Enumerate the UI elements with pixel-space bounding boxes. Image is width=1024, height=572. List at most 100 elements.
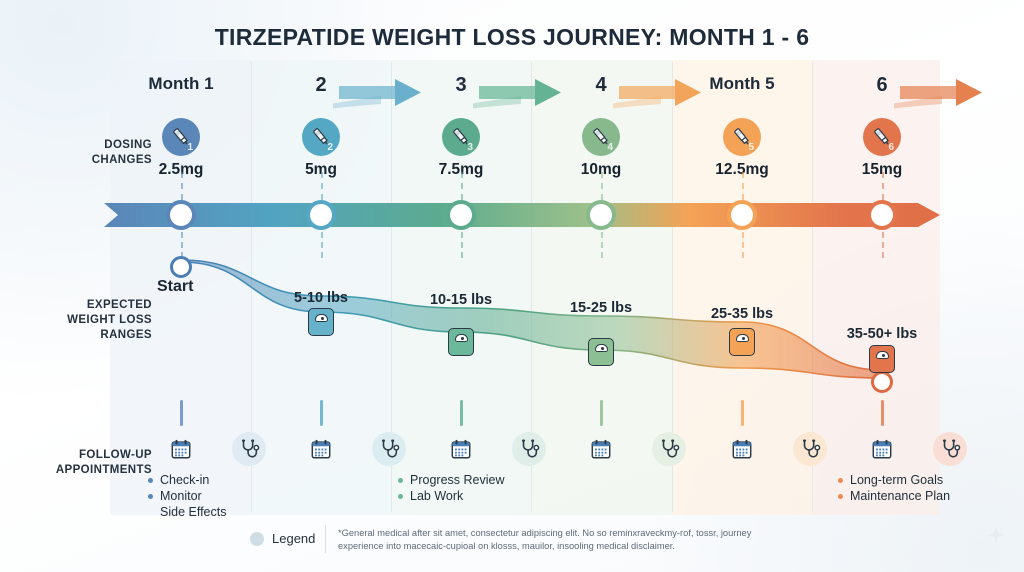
timeline-node-month-4[interactable] — [586, 200, 616, 230]
weight-start-node[interactable] — [170, 256, 192, 278]
legend-label: Legend — [272, 531, 316, 546]
row-label-dosing-line2: CHANGES — [91, 154, 152, 166]
weight-loss-range-1: 5-10 lbs — [294, 290, 348, 306]
weight-end-node[interactable] — [871, 371, 893, 393]
injection-pen-icon: 3 — [442, 118, 480, 156]
timeline-tick-up-4 — [601, 172, 603, 200]
weight-loss-range-3: 15-25 lbs — [569, 300, 633, 316]
month-header-1: Month 1 — [148, 74, 214, 93]
calendar-icon[interactable] — [444, 432, 478, 466]
appointment-group-2: Progress Review Lab Work — [398, 472, 504, 504]
timeline-tick-up-3 — [461, 172, 463, 200]
row-label-dosing: DOSING CHANGES — [12, 138, 152, 168]
connector-stem-2 — [320, 400, 323, 426]
appointment-item[interactable]: Lab Work — [398, 488, 504, 504]
dose-value-month-4: 10mg — [580, 161, 622, 178]
weight-loss-range-5: 35-50+ lbs — [846, 326, 918, 342]
timeline-bar — [104, 203, 940, 227]
progress-arrow-4 — [613, 79, 701, 109]
connector-stem-4 — [600, 400, 603, 426]
dosing-item-month-2[interactable]: 2 5mg — [261, 118, 381, 179]
appointment-item[interactable]: Check-in — [148, 472, 228, 488]
timeline-tick-up-1 — [181, 172, 183, 200]
dose-value-month-3: 7.5mg — [438, 161, 484, 178]
timeline-node-month-5[interactable] — [727, 200, 757, 230]
weight-loss-ribbon-chart — [180, 259, 883, 379]
gridline-2 — [391, 62, 392, 512]
calendar-icon[interactable] — [584, 432, 618, 466]
weight-loss-range-4: 25-35 lbs — [710, 306, 774, 322]
appointment-item-label: Progress Review — [410, 473, 505, 487]
stethoscope-icon[interactable] — [372, 432, 406, 466]
stethoscope-icon[interactable] — [652, 432, 686, 466]
appointment-item-label: Long-term Goals — [850, 473, 944, 487]
row-label-appointments: FOLLOW-UP APPOINTMENTS — [12, 448, 152, 478]
progress-arrow-wrap-3 — [473, 76, 591, 109]
appointment-item[interactable]: Monitor Side Effects — [148, 488, 228, 520]
timeline-tick-down-4 — [601, 232, 603, 258]
stethoscope-icon[interactable] — [232, 432, 266, 466]
timeline-tick-up-6 — [882, 172, 884, 200]
appointment-item[interactable]: Maintenance Plan — [838, 488, 950, 504]
stethoscope-icon[interactable] — [793, 432, 827, 466]
connector-stem-6 — [881, 400, 884, 426]
injection-pen-icon: 2 — [302, 118, 340, 156]
legend-swatch-icon — [250, 531, 264, 546]
timeline-tick-down-5 — [742, 232, 744, 258]
dosing-item-month-6[interactable]: 6 15mg — [822, 118, 942, 179]
appointment-group-1: Check-in Monitor Side Effects — [148, 472, 228, 520]
month-header-6: 6 — [876, 74, 888, 96]
month-header-4: 4 — [595, 74, 607, 96]
timeline-tick-up-5 — [742, 172, 744, 200]
timeline-node-month-6[interactable] — [867, 200, 897, 230]
timeline-tick-down-3 — [461, 232, 463, 258]
scale-dial-icon — [735, 334, 749, 342]
page-title: TIRZEPATIDE WEIGHT LOSS JOURNEY: MONTH 1… — [214, 24, 810, 50]
timeline-node-month-3[interactable] — [446, 200, 476, 230]
weight-scale-icon — [588, 338, 614, 366]
month-header-5: Month 5 — [709, 74, 775, 93]
row-label-weight-loss: EXPECTED WEIGHT LOSS RANGES — [12, 298, 152, 343]
weight-scale-icon — [729, 328, 755, 356]
injection-pen-icon: 6 — [863, 118, 901, 156]
appointment-item[interactable]: Long-term Goals — [838, 472, 950, 488]
row-label-weight-line2: WEIGHT LOSS — [67, 314, 152, 326]
progress-arrow-wrap-2 — [333, 76, 451, 109]
gridline-3 — [531, 62, 532, 512]
scale-dial-icon — [594, 344, 608, 352]
stethoscope-icon[interactable] — [512, 432, 546, 466]
row-label-appt-line2: APPOINTMENTS — [55, 464, 152, 476]
footer-divider — [325, 525, 326, 553]
dosing-item-month-1[interactable]: 1 2.5mg — [121, 118, 241, 179]
injection-pen-icon: 1 — [162, 118, 200, 156]
progress-arrow-wrap-4 — [613, 76, 731, 109]
progress-arrow-3 — [473, 79, 561, 109]
gridline-4 — [672, 62, 673, 512]
dosing-item-month-4[interactable]: 4 10mg — [541, 118, 661, 179]
connector-stem-5 — [741, 400, 744, 426]
calendar-icon[interactable] — [865, 432, 899, 466]
calendar-icon[interactable] — [304, 432, 338, 466]
connector-stem-3 — [460, 400, 463, 426]
calendar-icon[interactable] — [164, 432, 198, 466]
progress-arrow-2 — [333, 79, 421, 109]
calendar-icon[interactable] — [725, 432, 759, 466]
row-label-dosing-line1: DOSING — [104, 139, 152, 151]
timeline-node-month-1[interactable] — [166, 200, 196, 230]
start-label: Start — [157, 278, 194, 295]
scale-dial-icon — [314, 314, 328, 322]
dosing-item-month-5[interactable]: 5 12.5mg — [682, 118, 802, 179]
row-label-weight-line3: RANGES — [100, 329, 152, 341]
progress-arrow-6 — [894, 79, 982, 109]
appointment-item-label: Lab Work — [410, 489, 464, 503]
month-header-2: 2 — [315, 74, 327, 96]
injection-pen-icon: 4 — [582, 118, 620, 156]
row-label-appt-line1: FOLLOW-UP — [79, 449, 152, 461]
stethoscope-icon[interactable] — [933, 432, 967, 466]
dosing-item-month-3[interactable]: 3 7.5mg — [401, 118, 521, 179]
medical-disclaimer: *General medical after sit amet, consect… — [338, 528, 752, 551]
timeline-node-month-2[interactable] — [306, 200, 336, 230]
appointment-item[interactable]: Progress Review — [398, 472, 504, 488]
timeline-tick-down-1 — [181, 232, 183, 258]
dose-value-month-6: 15mg — [861, 161, 903, 178]
